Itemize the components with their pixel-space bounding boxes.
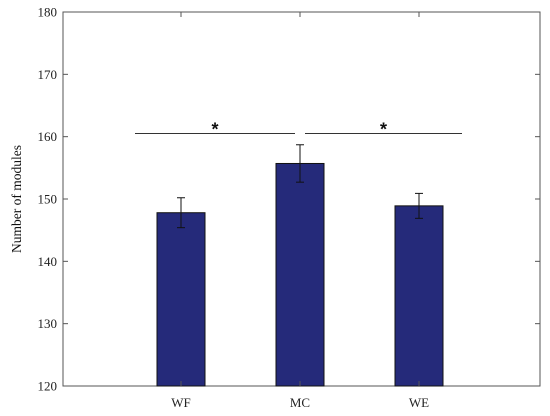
y-tick-label: 120: [38, 379, 58, 394]
y-tick-label: 180: [38, 5, 58, 20]
y-tick-label: 160: [38, 129, 58, 144]
x-tick-label: MC: [290, 395, 310, 410]
bar-wf: [156, 212, 206, 387]
significance-star: *: [380, 120, 387, 140]
y-tick-label: 130: [38, 316, 58, 331]
x-tick-label: WF: [171, 395, 191, 410]
significance-star: *: [211, 120, 218, 140]
plot-area: 120 130 140 150 160 170 180 WF MC WE * *: [38, 5, 541, 410]
y-tick-label: 140: [38, 254, 58, 269]
y-tick-label: 170: [38, 67, 58, 82]
bar-we: [394, 205, 444, 387]
bar-mc: [275, 162, 325, 387]
y-axis-label: Number of modules: [9, 145, 24, 253]
y-tick-label: 150: [38, 192, 58, 207]
x-tick-label: WE: [409, 395, 429, 410]
